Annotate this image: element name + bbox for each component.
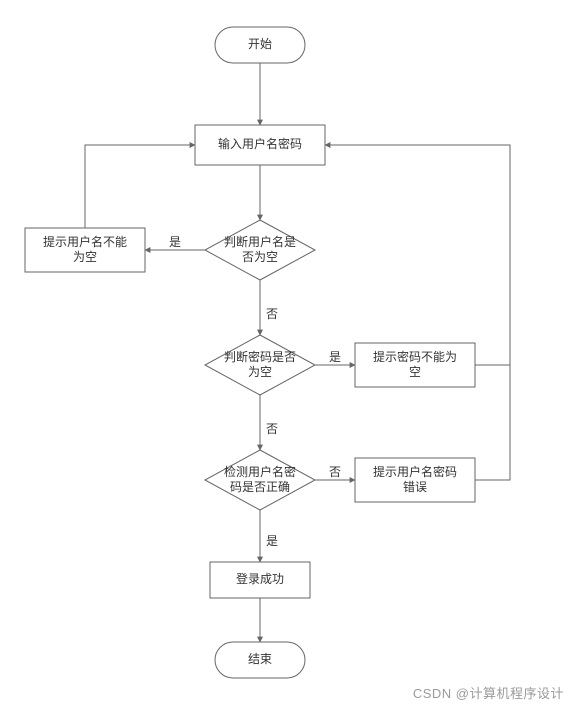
nodes-layer: 开始输入用户名密码判断用户名是否为空提示用户名不能为空判断密码是否为空提示密码不… xyxy=(25,27,475,678)
node-p_pwd: 提示密码不能为空 xyxy=(355,343,475,387)
edge-e3 xyxy=(85,145,195,228)
node-label1-d_pwd: 判断密码是否 xyxy=(224,349,296,364)
node-label2-p_user: 为空 xyxy=(73,250,97,264)
node-label1-p_pwd: 提示密码不能为 xyxy=(373,349,457,364)
node-d_user: 判断用户名是否为空 xyxy=(205,220,315,280)
node-label1-p_user: 提示用户名不能 xyxy=(43,234,127,249)
edge-e6 xyxy=(325,145,510,365)
edge-e9 xyxy=(475,365,510,480)
node-p_user: 提示用户名不能为空 xyxy=(25,228,145,272)
node-d_check: 检测用户名密码是否正确 xyxy=(205,450,315,510)
edge-label-e10: 是 xyxy=(266,534,278,548)
node-label2-p_err: 错误 xyxy=(403,480,427,494)
node-label-start: 开始 xyxy=(248,37,272,51)
node-label1-d_check: 检测用户名密 xyxy=(224,464,296,479)
edge-label-e4: 否 xyxy=(266,307,278,321)
edge-label-e5: 是 xyxy=(329,350,341,364)
edge-label-e7: 否 xyxy=(266,422,278,436)
node-end: 结束 xyxy=(215,642,305,678)
node-label1-d_user: 判断用户名是 xyxy=(224,234,296,249)
node-label2-d_pwd: 为空 xyxy=(248,365,272,379)
node-label2-d_user: 否为空 xyxy=(242,250,278,264)
node-success: 登录成功 xyxy=(210,562,310,598)
node-d_pwd: 判断密码是否为空 xyxy=(205,335,315,395)
node-label-success: 登录成功 xyxy=(236,571,284,586)
edge-label-e8: 否 xyxy=(329,465,341,479)
node-start: 开始 xyxy=(215,27,305,63)
node-label-input: 输入用户名密码 xyxy=(218,136,302,151)
node-label2-d_check: 码是否正确 xyxy=(230,480,290,494)
node-input: 输入用户名密码 xyxy=(195,125,325,165)
edge-label-e2: 是 xyxy=(169,235,181,249)
flowchart-canvas: 是否是否否是开始输入用户名密码判断用户名是否为空提示用户名不能为空判断密码是否为… xyxy=(0,0,572,708)
node-label-end: 结束 xyxy=(248,652,272,666)
node-label2-p_pwd: 空 xyxy=(409,365,421,379)
node-label1-p_err: 提示用户名密码 xyxy=(373,464,457,479)
node-p_err: 提示用户名密码错误 xyxy=(355,458,475,502)
